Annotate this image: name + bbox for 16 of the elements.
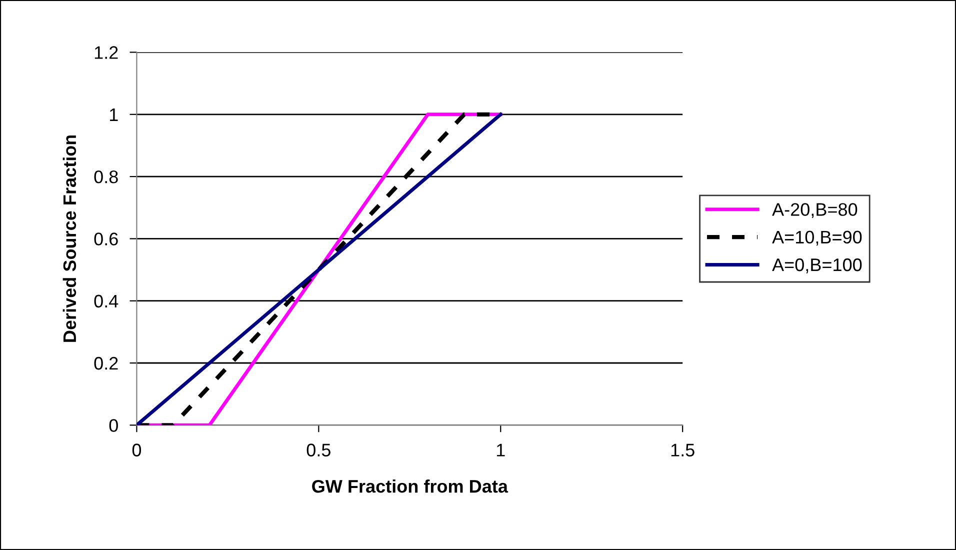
x-tick-label: 0 — [132, 444, 142, 456]
legend-label: A-20,B=80 — [772, 203, 858, 218]
y-tick-label: 0.4 — [94, 294, 118, 308]
y-tick-label: 0.6 — [94, 232, 118, 246]
legend-label: A=0,B=100 — [772, 258, 862, 274]
y-tick-label: 0.2 — [94, 356, 118, 370]
y-tick-label: 0 — [109, 419, 118, 432]
y-axis-title: Derived Source Fraction — [62, 135, 76, 342]
x-tick-label: 1.5 — [671, 444, 694, 456]
x-tick-label: 0.5 — [306, 444, 330, 456]
x-axis-title: GW Fraction from Data — [312, 479, 508, 493]
x-tick-label: 1 — [496, 444, 505, 456]
y-tick-label: 1.2 — [94, 46, 118, 59]
y-tick-label: 1 — [110, 108, 118, 121]
legend-label: A=10,B=90 — [772, 230, 862, 246]
y-tick-label: 0.8 — [94, 170, 118, 184]
